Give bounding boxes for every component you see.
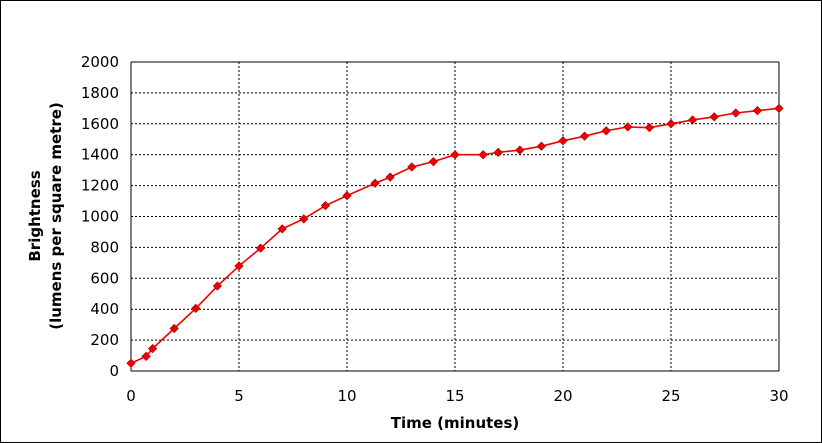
gridlines [131, 62, 779, 371]
y-tick-label: 0 [109, 362, 119, 380]
x-tick-label: 30 [769, 387, 788, 405]
y-tick-label: 200 [90, 331, 119, 349]
data-point [493, 147, 503, 158]
data-point [774, 103, 784, 113]
data-point [478, 150, 488, 160]
data-point [234, 261, 244, 271]
data-point [212, 281, 223, 291]
y-tick-label: 1400 [81, 146, 119, 164]
data-point [558, 136, 568, 146]
y-tick-label: 1800 [81, 84, 119, 102]
data-point [731, 108, 741, 118]
data-point [299, 214, 309, 224]
data-point [450, 150, 460, 160]
data-point [126, 358, 136, 368]
data-point [623, 122, 633, 132]
data-point [277, 224, 287, 234]
data-point [169, 323, 179, 334]
data-point [320, 201, 331, 211]
x-tick-label: 20 [553, 387, 572, 405]
data-point [579, 131, 590, 141]
y-tick-label: 2000 [81, 53, 119, 71]
data-point [709, 112, 719, 122]
data-point [141, 351, 151, 361]
data-point [255, 243, 266, 253]
data-point [370, 178, 380, 188]
data-point [407, 162, 417, 172]
y-tick-label: 1600 [81, 115, 119, 133]
x-tick-label: 15 [445, 387, 464, 405]
data-point [536, 141, 547, 151]
y-tick-label: 800 [90, 238, 119, 256]
y-axis-title-line1: Brightness [26, 170, 44, 261]
y-axis-title-line2: (lumens per square metre) [47, 102, 65, 330]
data-point [752, 106, 763, 116]
data-point [601, 126, 611, 136]
x-tick-label: 25 [661, 387, 680, 405]
data-point [666, 119, 676, 129]
data-point [428, 157, 439, 167]
data-point [385, 172, 395, 182]
data-point [644, 123, 655, 133]
x-tick-labels: 0 5 10 15 20 25 30 [126, 387, 788, 405]
y-tick-label: 1200 [81, 177, 119, 195]
data-point [687, 115, 698, 125]
y-tick-label: 600 [90, 269, 119, 287]
y-tick-labels: 0 200 400 600 800 1000 1200 1400 1600 1800 2000 [81, 53, 119, 380]
x-tick-label: 10 [337, 387, 356, 405]
y-tick-label: 400 [90, 300, 119, 318]
data-point [191, 303, 201, 314]
data-point [147, 343, 158, 354]
series-markers [126, 103, 784, 368]
x-tick-label: 5 [234, 387, 244, 405]
data-point [342, 191, 352, 201]
y-tick-label: 1000 [81, 208, 119, 226]
x-axis-title: Time (minutes) [391, 414, 520, 432]
x-tick-label: 0 [126, 387, 136, 405]
data-point [515, 145, 525, 155]
